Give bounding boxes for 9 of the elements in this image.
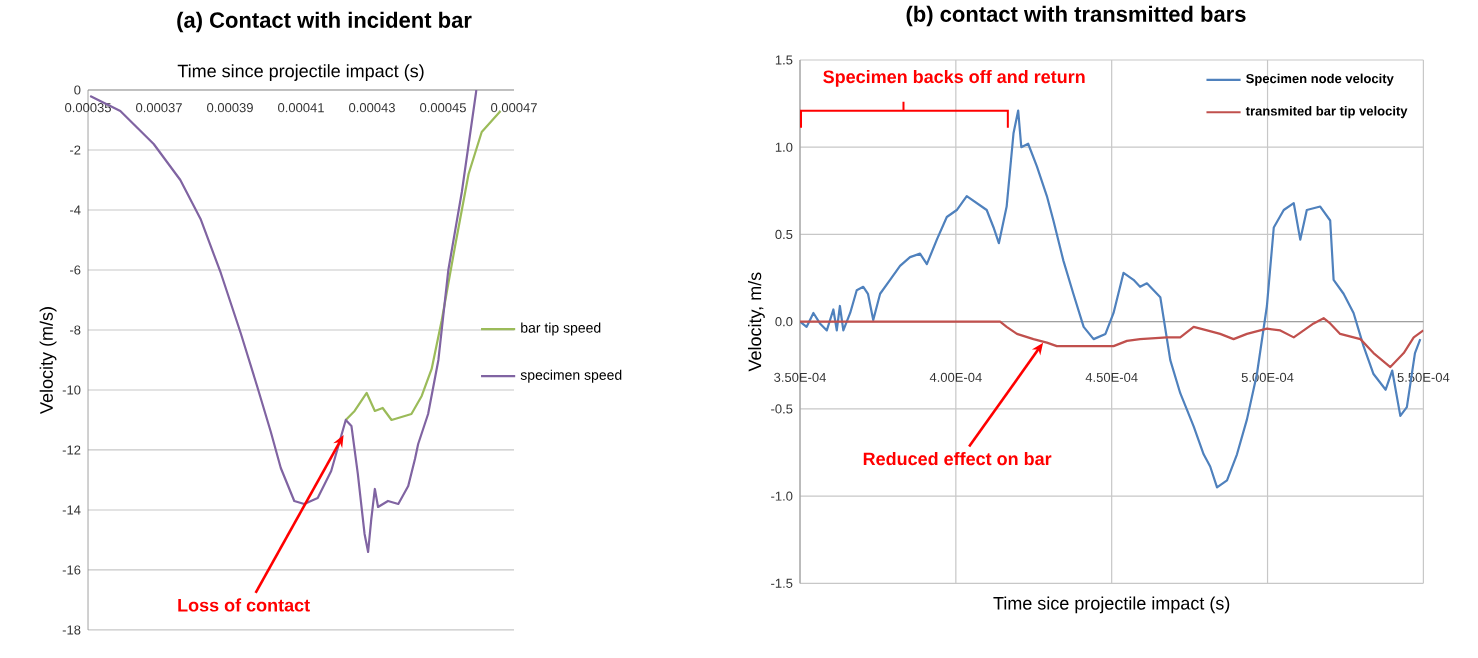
- y-axis-title: Velocity (m/s): [39, 307, 57, 414]
- annotation: Specimen backs off and return: [823, 69, 1085, 87]
- x-axis-title: Time since projectile impact (s): [177, 64, 424, 81]
- y-axis-title: Velocity, m/s: [748, 272, 765, 372]
- chart-title: (b) contact with transmitted bars: [906, 5, 1246, 27]
- chart-title: (a) Contact with incident bar: [177, 11, 472, 33]
- annotation: Loss of contact: [178, 598, 310, 612]
- x-axis-title: Time sice projectile impact (s): [993, 596, 1230, 614]
- annotation: Reduced effect on bar: [863, 452, 1052, 466]
